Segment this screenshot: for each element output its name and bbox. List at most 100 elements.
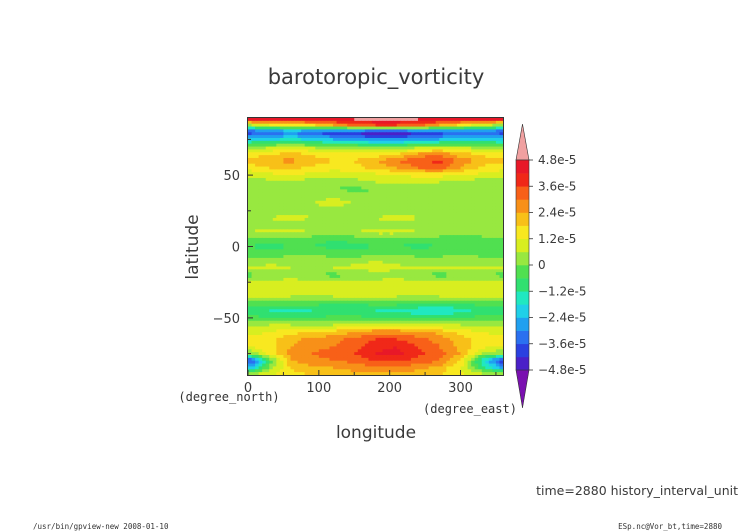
heatmap-cell bbox=[290, 135, 295, 139]
heatmap-cell bbox=[304, 163, 309, 168]
heatmap-cell bbox=[488, 140, 493, 145]
heatmap-cell bbox=[389, 260, 394, 265]
heatmap-cell bbox=[467, 226, 472, 230]
heatmap-cell bbox=[464, 200, 469, 205]
heatmap-cell bbox=[286, 172, 292, 176]
heatmap-cell bbox=[371, 303, 377, 308]
heatmap-cell bbox=[364, 189, 370, 193]
heatmap-cell bbox=[379, 255, 384, 259]
heatmap-cell bbox=[248, 163, 253, 168]
heatmap-cell bbox=[418, 129, 423, 133]
heatmap-cell bbox=[325, 255, 331, 259]
heatmap-cell bbox=[333, 223, 338, 228]
heatmap-cell bbox=[393, 283, 398, 288]
heatmap-cell bbox=[283, 149, 288, 153]
heatmap-cell bbox=[375, 157, 380, 162]
heatmap-cell bbox=[471, 206, 476, 210]
heatmap-cell bbox=[364, 303, 370, 308]
heatmap-cell bbox=[347, 229, 352, 233]
heatmap-cell bbox=[308, 217, 313, 222]
heatmap-cell bbox=[446, 169, 451, 173]
heatmap-cell bbox=[286, 206, 292, 210]
heatmap-cell bbox=[410, 260, 416, 265]
heatmap-cell bbox=[425, 312, 430, 316]
heatmap-cell bbox=[371, 283, 377, 288]
heatmap-cell bbox=[368, 249, 373, 253]
heatmap-cell bbox=[364, 129, 370, 133]
heatmap-cell bbox=[262, 312, 267, 316]
heatmap-cell bbox=[350, 195, 355, 199]
heatmap-cell bbox=[272, 212, 277, 216]
heatmap-cell bbox=[393, 177, 398, 182]
heatmap-cell bbox=[499, 200, 504, 205]
heatmap-cell bbox=[400, 177, 405, 182]
heatmap-cell bbox=[294, 220, 299, 225]
heatmap-cell bbox=[361, 220, 366, 225]
heatmap-cell bbox=[435, 252, 440, 256]
heatmap-cell bbox=[442, 129, 447, 133]
heatmap-cell bbox=[322, 169, 327, 173]
heatmap-cell bbox=[322, 195, 327, 199]
heatmap-cell bbox=[354, 255, 359, 259]
heatmap-cell bbox=[371, 240, 377, 245]
heatmap-cell bbox=[403, 292, 408, 296]
heatmap-cell bbox=[304, 220, 309, 225]
heatmap-cell bbox=[301, 292, 306, 296]
heatmap-cell bbox=[467, 189, 472, 193]
heatmap-cell bbox=[361, 226, 366, 230]
heatmap-cell bbox=[488, 149, 493, 153]
heatmap-cell bbox=[481, 263, 486, 268]
heatmap-cell bbox=[283, 300, 288, 305]
heatmap-cell bbox=[269, 292, 274, 296]
heatmap-cell bbox=[258, 229, 263, 233]
heatmap-cell bbox=[375, 277, 380, 282]
heatmap-cell bbox=[276, 292, 281, 296]
heatmap-cell bbox=[379, 140, 384, 145]
heatmap-cell bbox=[464, 203, 469, 208]
heatmap-cell bbox=[432, 286, 437, 290]
heatmap-cell bbox=[481, 246, 486, 250]
heatmap-cell bbox=[251, 220, 256, 225]
heatmap-cell bbox=[471, 140, 476, 145]
heatmap-cell bbox=[322, 135, 327, 139]
heatmap-cell bbox=[396, 132, 401, 136]
heatmap-cell bbox=[269, 309, 274, 313]
heatmap-cell bbox=[318, 132, 323, 136]
heatmap-cell bbox=[418, 243, 423, 248]
heatmap-cell bbox=[386, 252, 391, 256]
heatmap-cell bbox=[357, 212, 362, 216]
heatmap-cell bbox=[322, 217, 327, 222]
heatmap-cell bbox=[481, 120, 486, 125]
heatmap-cell bbox=[322, 235, 327, 239]
heatmap-cell bbox=[389, 232, 394, 236]
heatmap-cell bbox=[382, 243, 387, 248]
heatmap-cell bbox=[279, 169, 285, 173]
heatmap-cell bbox=[403, 283, 408, 288]
heatmap-cell bbox=[364, 223, 370, 228]
heatmap-cell bbox=[265, 209, 270, 213]
heatmap-cell bbox=[453, 223, 458, 228]
heatmap-cell bbox=[442, 280, 447, 285]
heatmap-cell bbox=[396, 303, 401, 308]
heatmap-cell bbox=[276, 146, 281, 151]
heatmap-cell bbox=[495, 195, 501, 199]
heatmap-cell bbox=[301, 297, 306, 302]
heatmap-cell bbox=[308, 315, 313, 319]
heatmap-cell bbox=[276, 223, 281, 228]
heatmap-cell bbox=[432, 169, 437, 173]
heatmap-cell bbox=[495, 212, 501, 216]
heatmap-cell bbox=[286, 243, 292, 248]
heatmap-cell bbox=[286, 123, 292, 128]
heatmap-cell bbox=[318, 257, 323, 262]
heatmap-cell bbox=[343, 249, 348, 253]
heatmap-cell bbox=[425, 129, 430, 133]
heatmap-cell bbox=[272, 266, 277, 270]
heatmap-cell bbox=[336, 257, 341, 262]
heatmap-cell bbox=[393, 229, 398, 233]
heatmap-cell bbox=[474, 306, 479, 310]
heatmap-cell bbox=[315, 200, 320, 205]
heatmap-cell bbox=[364, 212, 370, 216]
heatmap-cell bbox=[340, 180, 345, 185]
heatmap-cell bbox=[248, 203, 253, 208]
heatmap-cell bbox=[251, 269, 256, 273]
